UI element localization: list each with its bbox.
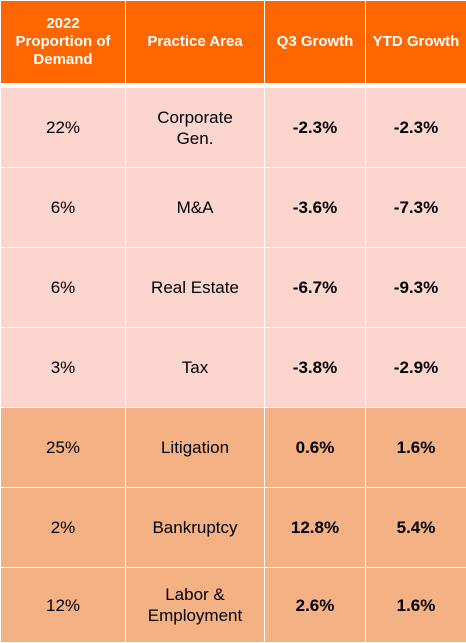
header-row: 2022 Proportion of Demand Practice Area … <box>1 1 466 84</box>
ytd-growth-cell: -9.3% <box>366 248 466 328</box>
ytd-growth-cell: 5.4% <box>366 488 466 568</box>
practice-area-cell: Corporate Gen. <box>126 88 265 168</box>
table-row: 22% Corporate Gen. -2.3% -2.3% <box>1 88 466 168</box>
ytd-growth-cell: 1.6% <box>366 408 466 488</box>
proportion-cell: 2% <box>1 488 126 568</box>
header-ytd-growth: YTD Growth <box>366 1 466 84</box>
table-row: 6% M&A -3.6% -7.3% <box>1 168 466 248</box>
proportion-cell: 22% <box>1 88 126 168</box>
ytd-growth-cell: -2.9% <box>366 328 466 408</box>
q3-growth-cell: 2.6% <box>265 568 366 643</box>
header-proportion: 2022 Proportion of Demand <box>1 1 126 84</box>
q3-growth-cell: -2.3% <box>265 88 366 168</box>
proportion-cell: 25% <box>1 408 126 488</box>
table-row: 3% Tax -3.8% -2.9% <box>1 328 466 408</box>
table-row: 6% Real Estate -6.7% -9.3% <box>1 248 466 328</box>
proportion-cell: 3% <box>1 328 126 408</box>
practice-area-cell: Tax <box>126 328 265 408</box>
ytd-growth-cell: -2.3% <box>366 88 466 168</box>
q3-growth-cell: -3.8% <box>265 328 366 408</box>
proportion-cell: 6% <box>1 168 126 248</box>
proportion-cell: 6% <box>1 248 126 328</box>
q3-growth-cell: 0.6% <box>265 408 366 488</box>
practice-area-cell: Bankruptcy <box>126 488 265 568</box>
practice-area-cell: Labor & Employment <box>126 568 265 643</box>
table-row: 2% Bankruptcy 12.8% 5.4% <box>1 488 466 568</box>
ytd-growth-cell: 1.6% <box>366 568 466 643</box>
practice-area-cell: Real Estate <box>126 248 265 328</box>
proportion-cell: 12% <box>1 568 126 643</box>
practice-area-cell: M&A <box>126 168 265 248</box>
practice-area-cell: Litigation <box>126 408 265 488</box>
q3-growth-cell: -6.7% <box>265 248 366 328</box>
table-row: 12% Labor & Employment 2.6% 1.6% <box>1 568 466 643</box>
q3-growth-cell: 12.8% <box>265 488 366 568</box>
header-q3-growth: Q3 Growth <box>265 1 366 84</box>
ytd-growth-cell: -7.3% <box>366 168 466 248</box>
q3-growth-cell: -3.6% <box>265 168 366 248</box>
table-row: 25% Litigation 0.6% 1.6% <box>1 408 466 488</box>
header-practice-area: Practice Area <box>126 1 265 84</box>
